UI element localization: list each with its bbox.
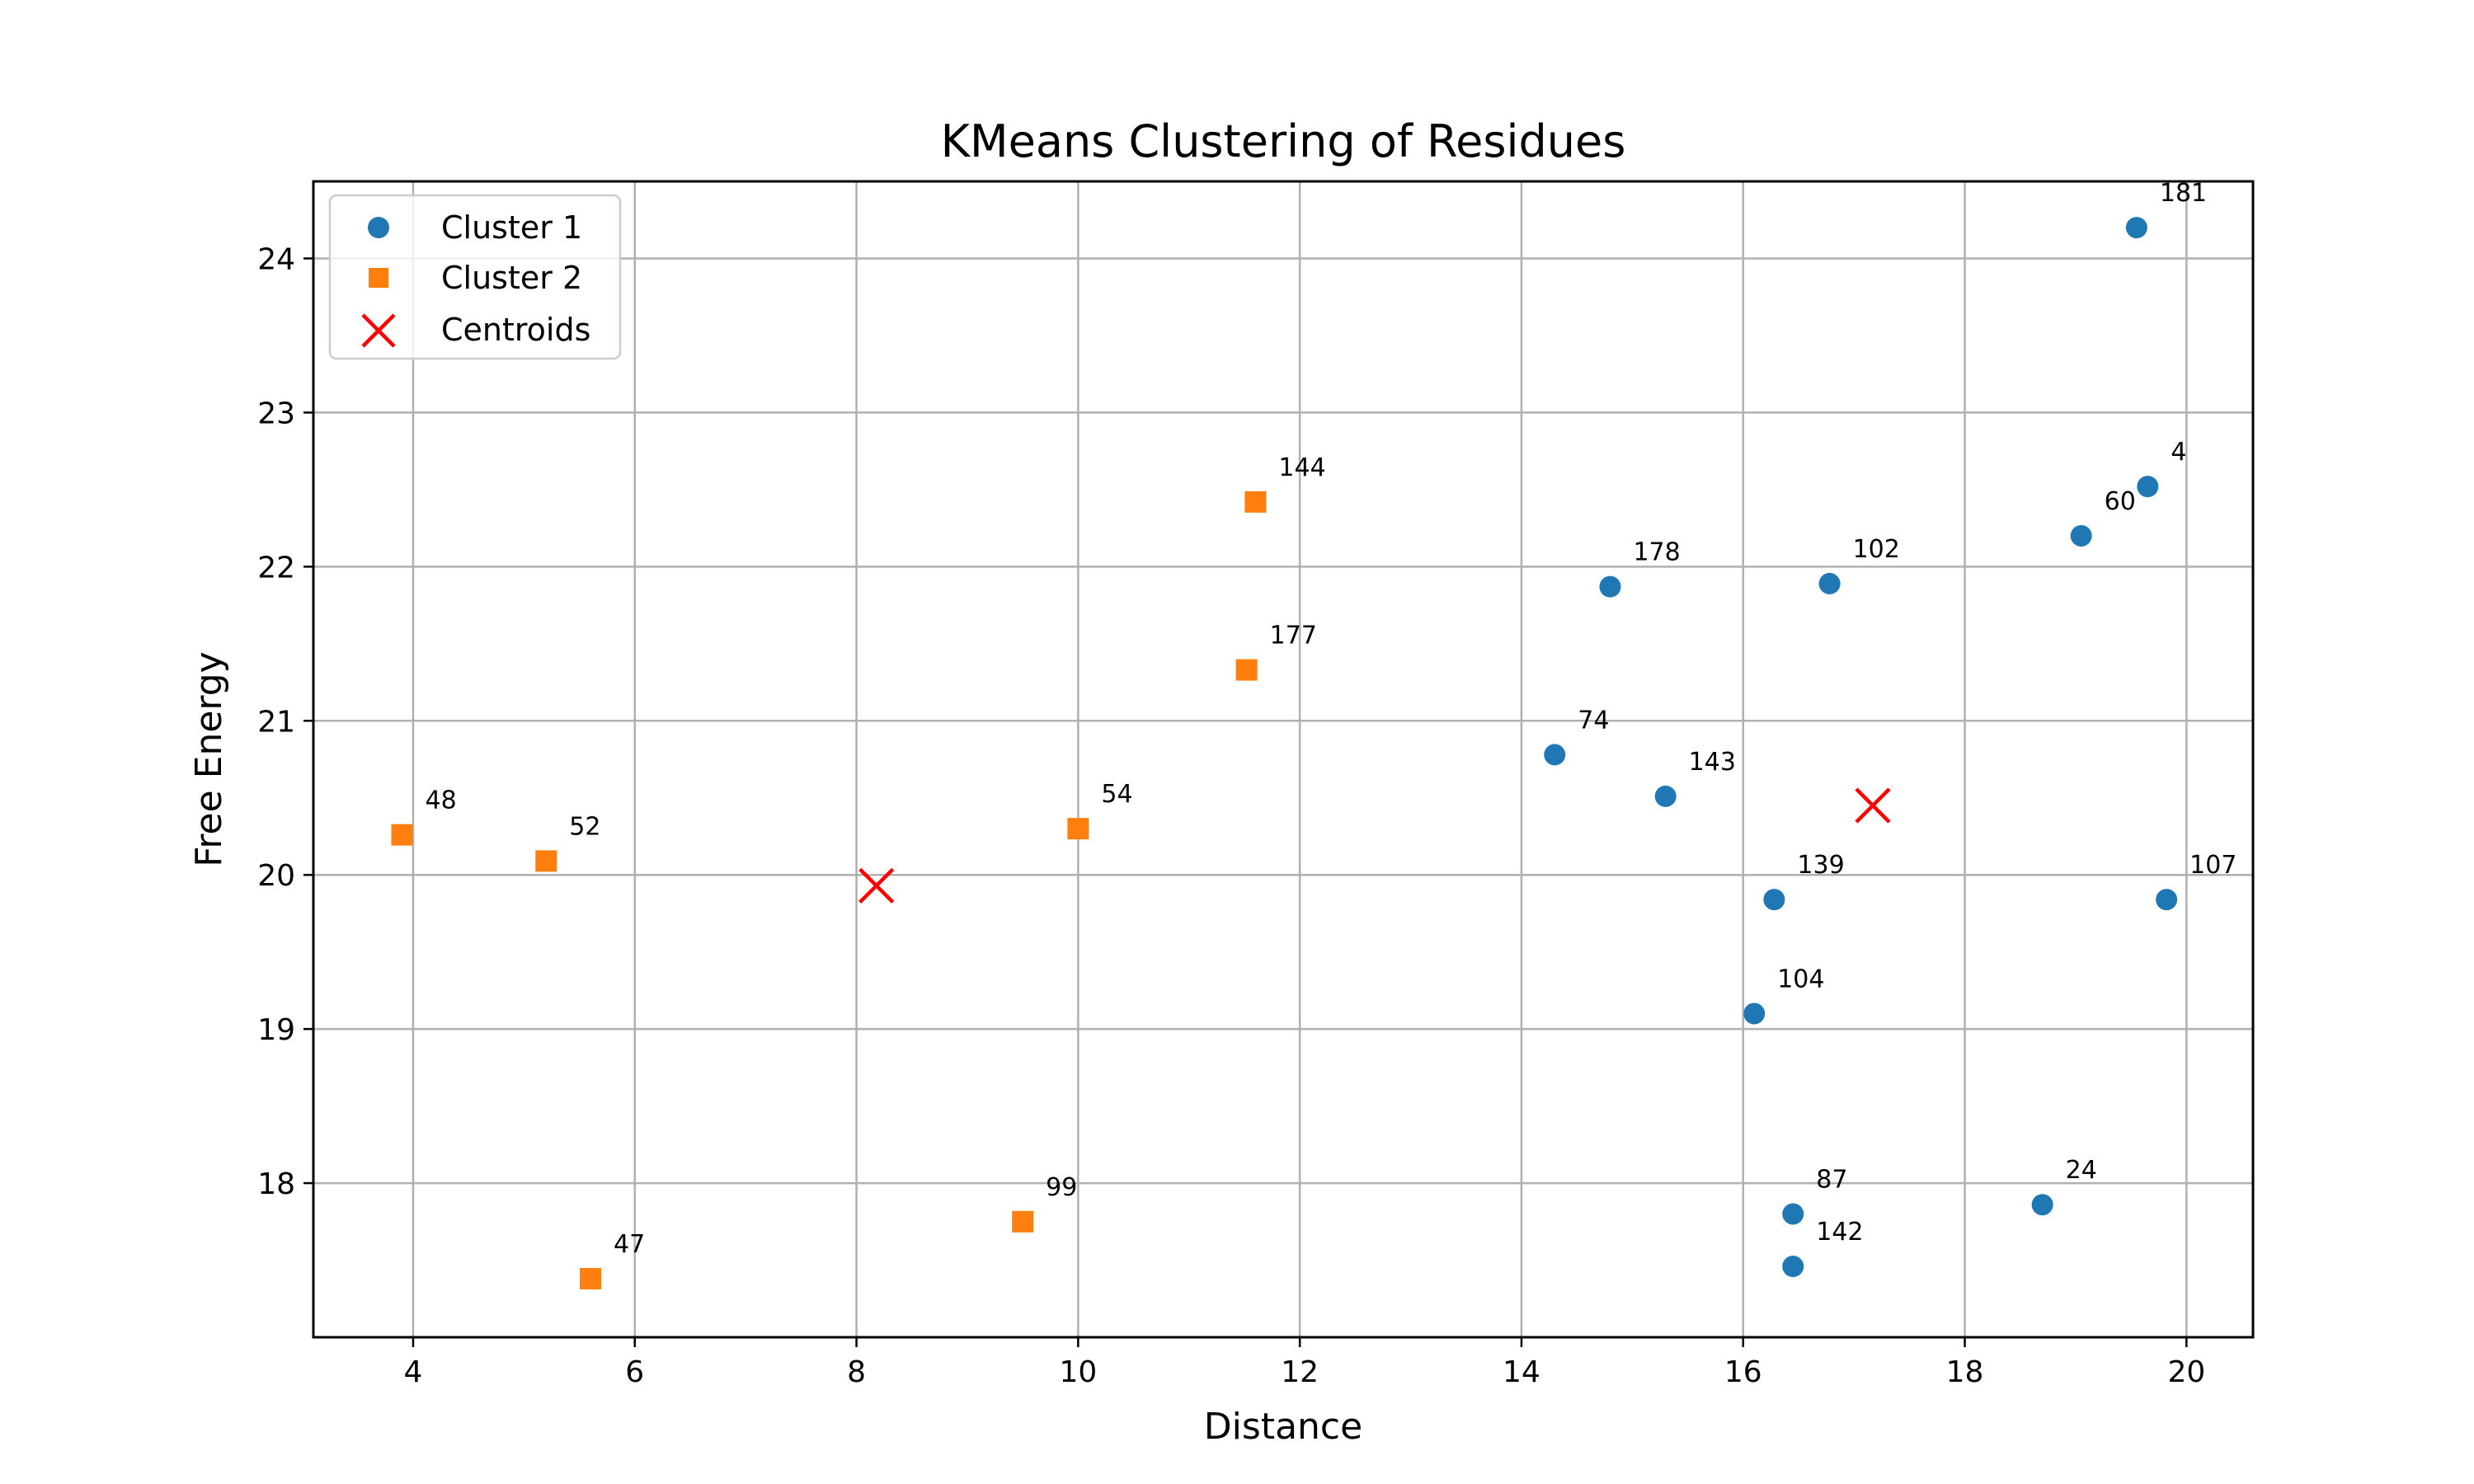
y-tick-label: 21 <box>257 705 295 739</box>
point-label: 181 <box>2160 179 2207 208</box>
y-tick-label: 19 <box>257 1013 295 1047</box>
legend-label-cluster-2: Cluster 2 <box>441 260 582 296</box>
cluster-2-point <box>1244 491 1267 513</box>
point-label: 139 <box>1797 851 1844 880</box>
centroid-marker <box>858 867 895 904</box>
cluster-2-point <box>580 1267 601 1289</box>
x-tick-label: 8 <box>847 1355 866 1389</box>
legend-box <box>328 194 622 360</box>
y-tick-label: 24 <box>257 242 295 276</box>
point-label: 24 <box>2066 1156 2097 1185</box>
legend: Cluster 1 Cluster 2 Centroids <box>328 194 622 360</box>
plot-frame <box>312 180 2255 1339</box>
point-label: 178 <box>1633 538 1680 567</box>
point-label: 107 <box>2189 851 2236 880</box>
point-label: 99 <box>1046 1173 1077 1202</box>
cluster-1-point <box>1818 572 1841 594</box>
grid-lines <box>313 181 2253 1337</box>
cluster-1-point <box>2156 889 2178 911</box>
legend-marker-centroids <box>361 313 396 348</box>
point-label: 142 <box>1816 1218 1863 1247</box>
x-tick-label: 10 <box>1059 1355 1097 1389</box>
cluster-1-point <box>1782 1256 1804 1278</box>
cluster-1-point <box>2137 476 2159 498</box>
x-tick-label: 14 <box>1503 1355 1540 1389</box>
x-tick-label: 20 <box>2167 1355 2205 1389</box>
cluster-1-point <box>1654 785 1677 807</box>
cluster-1-point <box>1763 889 1785 911</box>
y-axis-label: Free Energy <box>188 651 230 866</box>
point-label: 60 <box>2105 487 2136 516</box>
x-tick-label: 18 <box>1946 1355 1984 1389</box>
cluster-1-point <box>2031 1194 2053 1216</box>
legend-label-centroids: Centroids <box>441 312 590 348</box>
y-tick-label: 20 <box>257 859 295 893</box>
data-marks: 181 4 60 178 102 74 143 139 107 104 87 142 24 144 177 5… <box>391 179 2236 1289</box>
x-tick-label: 16 <box>1724 1355 1762 1389</box>
cluster-2-point <box>1067 818 1089 840</box>
cluster-2-point <box>535 850 557 872</box>
x-tick-label: 4 <box>404 1355 423 1389</box>
y-tick-label: 22 <box>257 551 295 585</box>
legend-marker-cluster-2 <box>369 268 388 288</box>
cluster-1-point <box>1544 744 1566 766</box>
cluster-1-point <box>2125 217 2147 239</box>
cluster-1-point <box>2070 524 2092 547</box>
point-label: 74 <box>1578 706 1609 735</box>
point-label: 102 <box>1853 535 1900 564</box>
point-label: 54 <box>1101 780 1132 809</box>
point-label: 4 <box>2171 438 2186 467</box>
cluster-2-point <box>391 824 413 846</box>
x-axis-label: Distance <box>1204 1406 1362 1448</box>
point-label: 143 <box>1689 748 1736 777</box>
point-label: 104 <box>1777 965 1824 993</box>
cluster-2-point <box>1012 1210 1034 1233</box>
cluster-1-point <box>1599 575 1621 598</box>
legend-marker-cluster-1 <box>368 217 389 238</box>
point-label: 87 <box>1816 1165 1847 1194</box>
cluster-1-point <box>1743 1003 1766 1025</box>
point-label: 144 <box>1278 453 1325 482</box>
x-tick-label: 6 <box>625 1355 644 1389</box>
y-tick-label: 18 <box>257 1167 295 1201</box>
centroid-marker <box>1855 787 1891 824</box>
legend-label-cluster-1: Cluster 1 <box>441 209 582 246</box>
point-label: 52 <box>569 812 600 841</box>
cluster-1-point <box>1782 1203 1804 1225</box>
chart-title: KMeans Clustering of Residues <box>941 115 1626 167</box>
point-label: 47 <box>614 1230 645 1259</box>
y-tick-label: 23 <box>257 397 295 430</box>
cluster-2-point <box>1235 659 1258 681</box>
point-label: 48 <box>426 787 457 815</box>
point-label: 177 <box>1270 622 1317 650</box>
x-tick-label: 12 <box>1281 1355 1319 1389</box>
axis-ticks: 4 6 8 10 12 14 16 18 20 18 19 20 21 22 23 24 <box>257 242 2205 1389</box>
